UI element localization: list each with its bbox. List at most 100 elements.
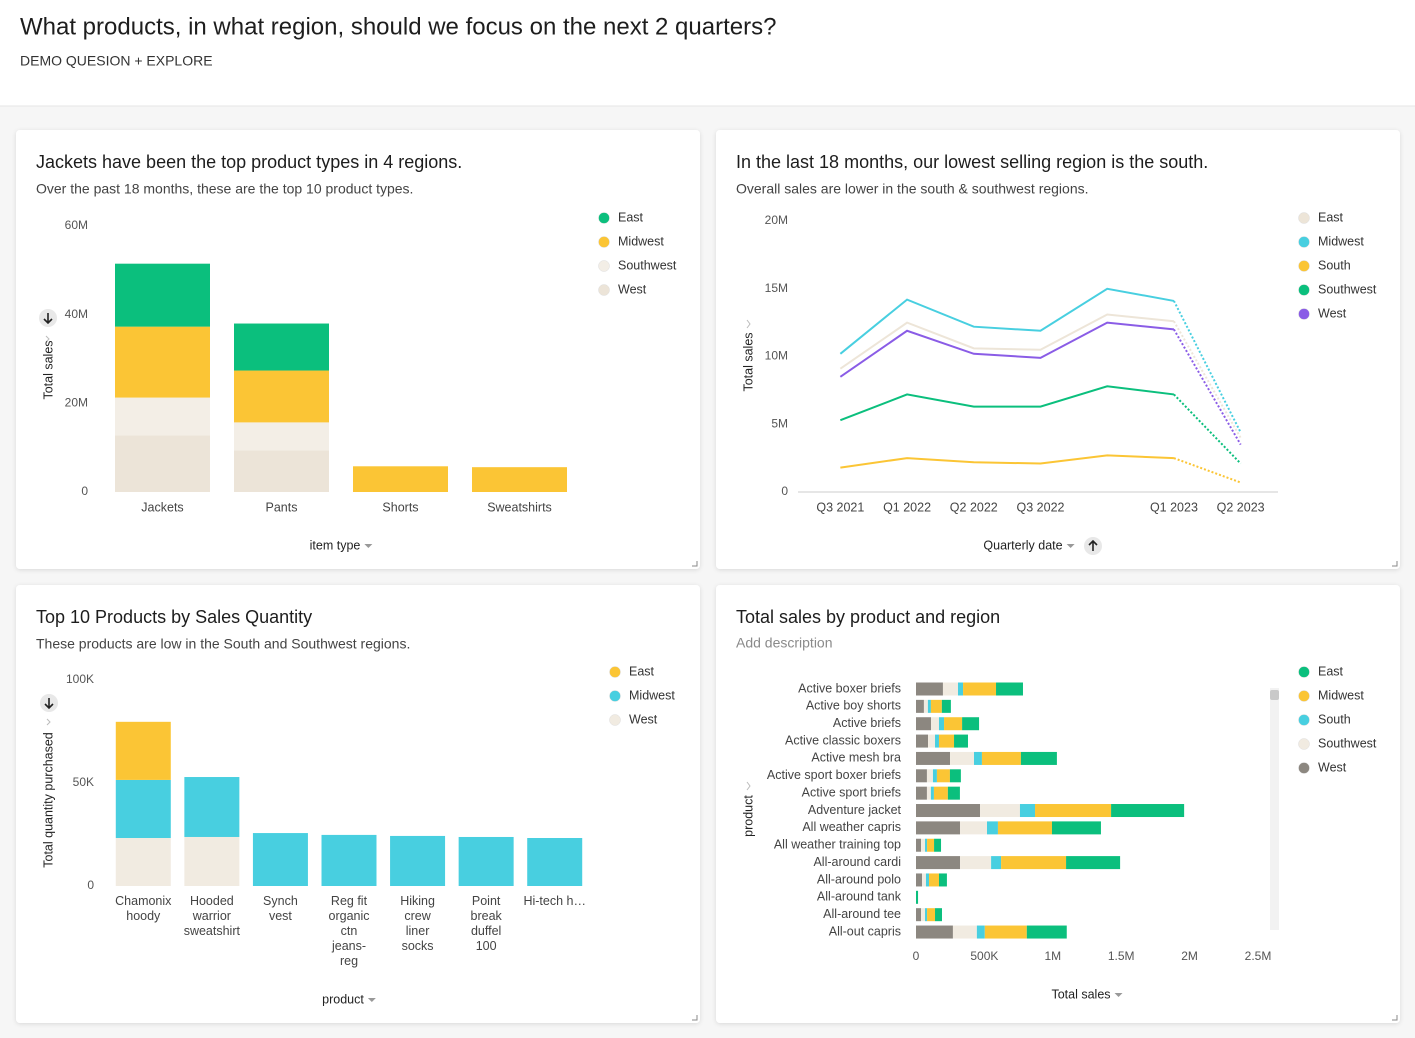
bar-segment	[950, 751, 975, 765]
legend-label[interactable]: Midwest	[629, 688, 675, 702]
bar-segment	[941, 699, 951, 713]
bar-segment	[960, 821, 987, 835]
y-tick-label: Active sport briefs	[802, 785, 901, 799]
bar-segment	[252, 833, 308, 886]
bar-segment	[925, 908, 928, 922]
sort-button[interactable]	[39, 309, 57, 343]
legend-label[interactable]: Midwest	[1318, 688, 1364, 702]
dropdown-caret[interactable]	[1066, 544, 1075, 548]
bar-segment	[947, 786, 960, 800]
bar-segment	[927, 699, 931, 713]
legend-swatch	[598, 260, 610, 272]
resize-handle[interactable]	[692, 1015, 698, 1021]
y-tick-label: 5M	[771, 416, 788, 430]
bar-segment	[916, 769, 927, 783]
bar-segment	[933, 786, 948, 800]
legend-swatch	[1298, 308, 1310, 320]
legend-swatch	[609, 666, 621, 678]
bar-segment	[1001, 856, 1067, 870]
legend-label[interactable]: Midwest	[1318, 234, 1364, 248]
chart-title: Top 10 Products by Sales Quantity	[36, 607, 312, 627]
legend-swatch	[1298, 714, 1310, 726]
x-tick-label: Q1 2022	[883, 500, 931, 514]
y-tick-label: 50K	[73, 775, 94, 789]
legend-swatch	[1298, 690, 1310, 702]
dropdown-caret[interactable]	[1114, 993, 1123, 997]
bar-segment	[996, 682, 1023, 696]
y-tick-label: Active sport boxer briefs	[767, 768, 901, 782]
sort-button[interactable]	[1084, 537, 1102, 555]
legend-label[interactable]: West	[1318, 306, 1347, 320]
line-projection	[1173, 393, 1242, 465]
line-series	[839, 287, 1175, 355]
y-tick-label: All weather training top	[774, 838, 901, 852]
x-tick-label: 2M	[1181, 949, 1198, 963]
x-tick-label: Q3 2021	[816, 500, 864, 514]
bar-segment	[184, 836, 240, 886]
axis-menu[interactable]	[746, 319, 751, 329]
bar-segment	[936, 769, 950, 783]
bar-segment	[916, 786, 927, 800]
y-tick-label: All-around tank	[817, 890, 902, 904]
scrollbar-thumb[interactable]	[1270, 690, 1279, 700]
bar-segment	[976, 925, 985, 939]
resize-handle[interactable]	[692, 561, 698, 567]
x-tick-label: Point break duffel 100	[471, 894, 503, 953]
bar-segment	[923, 699, 928, 713]
bar-segment	[916, 717, 932, 731]
legend-label[interactable]: East	[1318, 210, 1344, 224]
card	[716, 585, 1400, 1023]
legend-swatch	[1298, 260, 1310, 272]
sort-button[interactable]	[40, 694, 58, 726]
x-tick-label: 1M	[1044, 949, 1061, 963]
bar-segment	[949, 769, 961, 783]
legend-label[interactable]: West	[629, 712, 658, 726]
y-tick-label: 20M	[65, 396, 88, 410]
y-axis-label: Total sales	[41, 340, 55, 399]
x-tick-label: Pants	[266, 500, 298, 514]
bar-segment	[934, 838, 942, 852]
legend-label[interactable]: Southwest	[1318, 736, 1377, 750]
legend-label[interactable]: East	[1318, 664, 1344, 678]
resize-handle[interactable]	[1392, 1015, 1398, 1021]
legend-label[interactable]: Southwest	[1318, 282, 1377, 296]
bar-segment	[916, 838, 922, 852]
bar-segment	[981, 751, 1021, 765]
bar-segment	[930, 786, 934, 800]
legend-label[interactable]: West	[1318, 760, 1347, 774]
legend-label[interactable]: West	[618, 282, 647, 296]
legend-label[interactable]: South	[1318, 712, 1351, 726]
resize-handle[interactable]	[1392, 561, 1398, 567]
legend-label[interactable]: South	[1318, 258, 1351, 272]
card	[16, 585, 700, 1023]
x-axis-label[interactable]: item type	[310, 538, 361, 552]
bar-segment	[921, 838, 926, 852]
dropdown-caret[interactable]	[367, 998, 376, 1002]
legend-swatch	[598, 212, 610, 224]
legend-label[interactable]: Midwest	[618, 234, 664, 248]
x-tick-label: 0	[913, 949, 920, 963]
axis-menu[interactable]	[746, 781, 751, 791]
dropdown-caret[interactable]	[364, 544, 373, 548]
x-axis-label[interactable]: Total sales	[1051, 987, 1110, 1001]
chart-description[interactable]: Add description	[736, 635, 833, 651]
bar-segment	[974, 751, 982, 765]
chart-subtitle: Overall sales are lower in the south & s…	[736, 181, 1089, 197]
legend-label[interactable]: East	[629, 664, 655, 678]
y-tick-label: All weather capris	[802, 820, 901, 834]
y-tick-label: All-around cardi	[813, 855, 901, 869]
bar-segment	[1066, 856, 1121, 870]
x-axis-label[interactable]: product	[322, 992, 364, 1006]
bar-segment	[928, 734, 936, 748]
legend-label[interactable]: East	[618, 210, 644, 224]
legend-swatch	[609, 714, 621, 726]
line-projection	[1173, 300, 1242, 433]
y-axis-label: product	[741, 795, 755, 837]
legend-swatch	[1298, 738, 1310, 750]
x-axis-label[interactable]: Quarterly date	[983, 538, 1062, 552]
bar-segment	[184, 777, 240, 837]
scrollbar-track[interactable]	[1270, 688, 1279, 930]
bar-segment	[921, 908, 926, 922]
x-tick-label: Sweatshirts	[487, 500, 552, 514]
legend-label[interactable]: Southwest	[618, 258, 677, 272]
